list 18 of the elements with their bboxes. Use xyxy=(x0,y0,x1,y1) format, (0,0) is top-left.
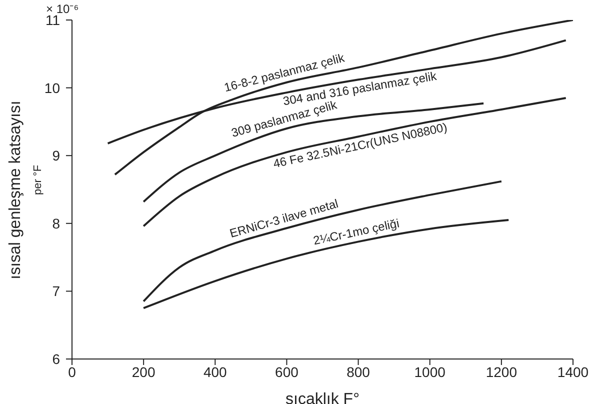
y-tick-label: 7 xyxy=(52,283,60,300)
x-axis-title: sıcaklık F° xyxy=(286,391,360,404)
text: per °F xyxy=(32,164,44,195)
x-tick-label: 1400 xyxy=(557,364,589,380)
x-tick-label: 0 xyxy=(68,364,76,380)
x-tick-label: 600 xyxy=(275,364,299,380)
y-tick-label: 10 xyxy=(44,80,60,96)
line-series xyxy=(142,180,502,302)
y-tick-label: 8 xyxy=(52,215,60,232)
x-tick-label: 800 xyxy=(346,364,370,380)
y-tick-label: 9 xyxy=(52,148,60,164)
y-tick-label: 6 xyxy=(52,351,60,367)
x-tick-label: 1200 xyxy=(486,364,518,380)
x-tick-label: 200 xyxy=(132,364,156,380)
y-axis-title: ısısal genleşme katsayısı xyxy=(7,100,25,279)
text: 2¼Cr-1mo çeliği xyxy=(312,216,400,248)
x-tick-label: 1000 xyxy=(414,364,446,380)
x-tick-label: 400 xyxy=(203,364,228,380)
